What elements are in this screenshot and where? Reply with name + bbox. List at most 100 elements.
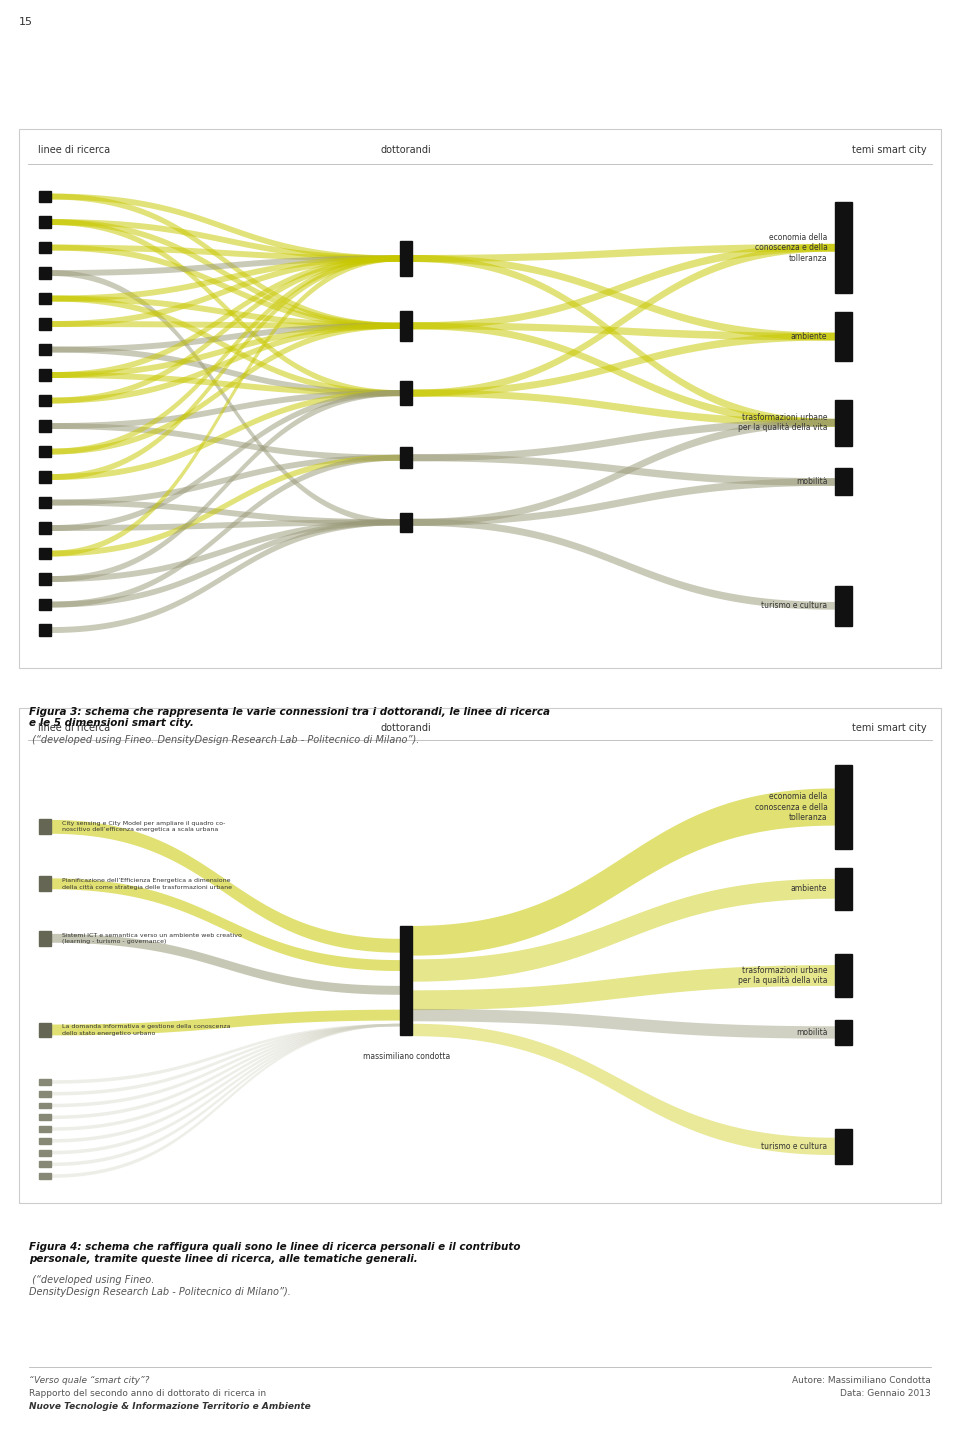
Text: trasformazioni urbane
per la qualità della vita: trasformazioni urbane per la qualità del… [738, 966, 828, 985]
Polygon shape [51, 220, 400, 329]
Text: Autore: Massimiliano Condotta: Autore: Massimiliano Condotta [792, 1376, 931, 1384]
Polygon shape [51, 1010, 400, 1035]
Bar [39, 625, 51, 636]
Polygon shape [51, 1024, 400, 1143]
Text: Rapporto del secondo anno di dottorato di ricerca in: Rapporto del secondo anno di dottorato d… [29, 1389, 266, 1397]
Polygon shape [51, 879, 400, 971]
Polygon shape [51, 455, 400, 557]
Polygon shape [51, 323, 400, 404]
Polygon shape [51, 323, 400, 455]
Polygon shape [412, 965, 835, 1010]
Text: turismo e cultura: turismo e cultura [761, 1142, 828, 1150]
Polygon shape [412, 1010, 835, 1038]
Polygon shape [51, 296, 400, 396]
Text: (“developed using Fineo. DensityDesign Research Lab - Politecnico di Milano”).: (“developed using Fineo. DensityDesign R… [29, 735, 420, 745]
Polygon shape [412, 322, 835, 426]
Polygon shape [51, 270, 400, 526]
Polygon shape [51, 256, 400, 302]
Bar [39, 1162, 51, 1167]
Text: temi smart city: temi smart city [852, 722, 927, 732]
Polygon shape [412, 478, 835, 526]
Polygon shape [51, 520, 400, 633]
Bar [39, 191, 51, 202]
Bar [39, 1091, 51, 1097]
Polygon shape [412, 333, 835, 396]
Bar [39, 1078, 51, 1086]
Polygon shape [51, 256, 400, 480]
Bar [39, 1150, 51, 1156]
Text: Figura 4: schema che raffigura quali sono le linee di ricerca personali e il con: Figura 4: schema che raffigura quali son… [29, 1242, 520, 1264]
Bar [39, 1114, 51, 1120]
Bar [835, 468, 852, 495]
Text: Pianificazione dell’Efficienza Energetica a dimensione
della città come strategi: Pianificazione dell’Efficienza Energetic… [61, 877, 231, 890]
Polygon shape [412, 518, 835, 610]
Text: linee di ricerca: linee di ricerca [37, 722, 109, 732]
Polygon shape [51, 500, 400, 526]
Text: turismo e cultura: turismo e cultura [761, 602, 828, 610]
Polygon shape [51, 372, 400, 396]
Polygon shape [51, 1024, 400, 1096]
Text: mobilità: mobilità [796, 477, 828, 487]
Text: massimiliano condotta: massimiliano condotta [363, 1053, 450, 1061]
Text: temi smart city: temi smart city [852, 145, 927, 155]
Text: 15: 15 [19, 17, 34, 27]
Bar [39, 293, 51, 304]
Bar [39, 1173, 51, 1179]
Bar [39, 217, 51, 228]
Bar [39, 497, 51, 508]
Polygon shape [51, 391, 400, 582]
Polygon shape [51, 322, 400, 329]
Text: Sistemi ICT e semantica verso un ambiente web creativo
(learning - turismo - gov: Sistemi ICT e semantica verso un ambient… [61, 933, 242, 943]
Text: (“developed using Fineo.
DensityDesign Research Lab - Politecnico di Milano”).: (“developed using Fineo. DensityDesign R… [29, 1275, 291, 1297]
Bar [39, 241, 51, 254]
Text: Figura 3: schema che rappresenta le varie connessioni tra i dottorandi, le linee: Figura 3: schema che rappresenta le vari… [29, 707, 550, 728]
Polygon shape [412, 788, 835, 956]
Text: Data: Gennaio 2013: Data: Gennaio 2013 [840, 1389, 931, 1397]
Bar [39, 876, 51, 892]
Polygon shape [51, 346, 400, 396]
Polygon shape [412, 244, 835, 396]
Bar [39, 599, 51, 610]
Text: ambiente: ambiente [791, 885, 828, 893]
Text: ambiente: ambiente [791, 332, 828, 342]
Polygon shape [412, 244, 835, 261]
Bar [400, 241, 412, 276]
Bar [39, 267, 51, 279]
Bar [39, 343, 51, 356]
Polygon shape [51, 220, 400, 261]
Text: trasformazioni urbane
per la qualità della vita: trasformazioni urbane per la qualità del… [738, 414, 828, 432]
Bar [400, 447, 412, 468]
Polygon shape [412, 322, 835, 340]
Bar [39, 445, 51, 458]
Polygon shape [412, 419, 835, 461]
Polygon shape [51, 455, 400, 607]
Bar [400, 312, 412, 340]
Bar [835, 867, 852, 910]
Polygon shape [51, 323, 400, 378]
Bar [39, 1137, 51, 1144]
Bar [39, 820, 51, 834]
Bar [400, 381, 412, 405]
Bar [835, 765, 852, 849]
Polygon shape [51, 520, 400, 531]
Polygon shape [412, 389, 835, 426]
Text: “Verso quale “smart city”?: “Verso quale “smart city”? [29, 1376, 149, 1384]
Polygon shape [412, 454, 835, 485]
Polygon shape [51, 296, 400, 329]
Polygon shape [51, 256, 400, 276]
Text: mobilità: mobilità [796, 1028, 828, 1037]
Bar [400, 513, 412, 531]
Text: dottorandi: dottorandi [381, 722, 432, 732]
Bar [39, 931, 51, 946]
Polygon shape [51, 1024, 400, 1084]
Polygon shape [51, 256, 400, 557]
Bar [39, 1126, 51, 1132]
Polygon shape [51, 256, 400, 327]
Polygon shape [412, 1024, 835, 1155]
Polygon shape [51, 1024, 400, 1178]
Bar [400, 926, 412, 1035]
Polygon shape [51, 256, 400, 404]
Polygon shape [51, 391, 400, 429]
Polygon shape [51, 933, 400, 995]
Polygon shape [412, 419, 835, 526]
